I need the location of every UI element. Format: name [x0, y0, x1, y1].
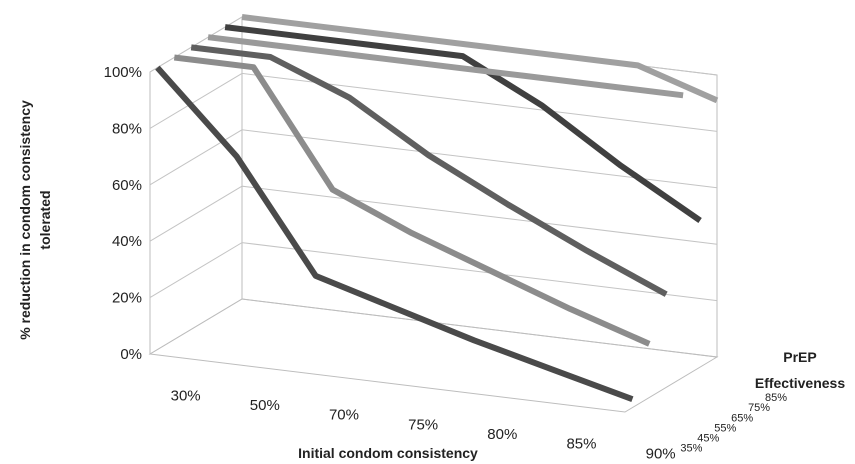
x-axis-title: Initial condom consistency	[298, 445, 478, 461]
z-tick-label: 55%	[714, 422, 736, 434]
y-tick-label: 60%	[112, 177, 142, 194]
z-axis-title-line-1: PrEP	[783, 349, 816, 365]
z-tick-label: 75%	[748, 402, 770, 414]
x-tick-label: 90%	[646, 445, 676, 462]
z-axis-title-line-2: Effectiveness	[755, 375, 845, 391]
y-tick-label: 40%	[112, 233, 142, 250]
z-tick-label: 65%	[731, 412, 753, 424]
chart-series	[155, 14, 719, 403]
gridline	[149, 129, 718, 189]
y-tick-label: 20%	[112, 290, 142, 307]
x-tick-label: 70%	[329, 407, 359, 424]
y-tick-label: 0%	[120, 346, 142, 363]
floor	[148, 298, 719, 413]
z-tick-label: 35%	[680, 443, 702, 455]
series-line-45pct	[173, 54, 651, 347]
y-tick-label: 80%	[112, 120, 142, 137]
y-axis-title: % reduction in condom consistency tolera…	[17, 100, 53, 340]
gridline	[149, 185, 718, 245]
x-tick-label: 50%	[250, 397, 280, 414]
x-tick-label: 30%	[171, 387, 201, 404]
chart-walls	[148, 16, 719, 413]
z-axis-title: PrEP Effectiveness	[755, 349, 845, 391]
series-line-55pct	[190, 44, 668, 297]
chart-tick-labels: 0% 20% 40% 60% 80% 100% 30% 50% 70% 75% 80% 85% 90% 3…	[104, 64, 788, 462]
series-line-65pct	[207, 34, 684, 99]
x-tick-label: 80%	[487, 426, 517, 443]
z-tick-label: 85%	[765, 392, 787, 404]
gridline	[149, 242, 718, 302]
x-tick-label: 85%	[566, 436, 596, 453]
series-line-75pct	[224, 24, 702, 223]
y-axis-title-line-1: % reduction in condom consistency	[17, 100, 33, 340]
gridline	[149, 72, 718, 132]
left-wall	[149, 16, 243, 355]
y-axis-title-line-2: tolerated	[37, 190, 53, 249]
series-line-35pct	[155, 65, 634, 403]
y-tick-label: 100%	[104, 64, 142, 81]
series-line-85pct	[241, 14, 719, 104]
z-tick-label: 45%	[697, 433, 719, 445]
x-tick-label: 75%	[408, 416, 438, 433]
